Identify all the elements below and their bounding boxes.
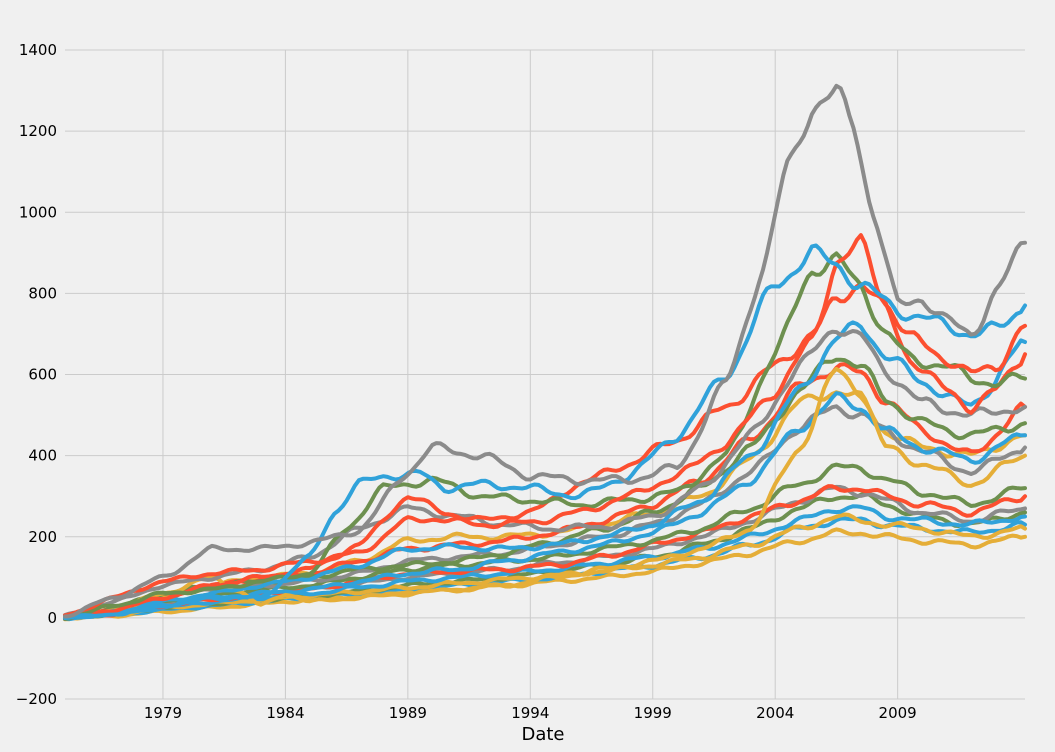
x-axis-label: Date (521, 724, 564, 745)
y-tick-label: 200 (28, 528, 57, 546)
x-tick-label: 2004 (756, 704, 794, 722)
y-tick-label: 400 (28, 447, 57, 465)
series-line-14 (63, 462, 1027, 621)
series-line-3 (63, 233, 1027, 618)
x-axis-ticks: 1979 1984 1989 1994 1999 2004 2009 (144, 704, 917, 722)
x-tick-label: 1979 (144, 704, 182, 722)
series-line-6 (63, 329, 1027, 617)
y-tick-label: 800 (28, 284, 57, 302)
series-line-7 (63, 320, 1027, 620)
y-tick-label: 1000 (19, 203, 57, 221)
y-tick-label: 0 (47, 609, 57, 627)
x-tick-label: 1984 (266, 704, 304, 722)
grid (65, 49, 1025, 700)
x-tick-label: 1989 (389, 704, 427, 722)
series-line-4 (63, 251, 1027, 621)
series-line-2 (63, 243, 1027, 620)
y-tick-label: 1200 (19, 122, 57, 140)
series-line-1 (63, 83, 1027, 619)
y-tick-label: −200 (16, 690, 57, 708)
x-tick-label: 1999 (634, 704, 672, 722)
y-tick-label: 1400 (19, 41, 57, 59)
x-tick-label: 1994 (511, 704, 549, 722)
y-axis-ticks: −200 0 200 400 600 800 1000 1200 1400 (16, 41, 57, 708)
series-layer (63, 83, 1027, 622)
x-tick-label: 2009 (879, 704, 917, 722)
y-tick-label: 600 (28, 366, 57, 384)
